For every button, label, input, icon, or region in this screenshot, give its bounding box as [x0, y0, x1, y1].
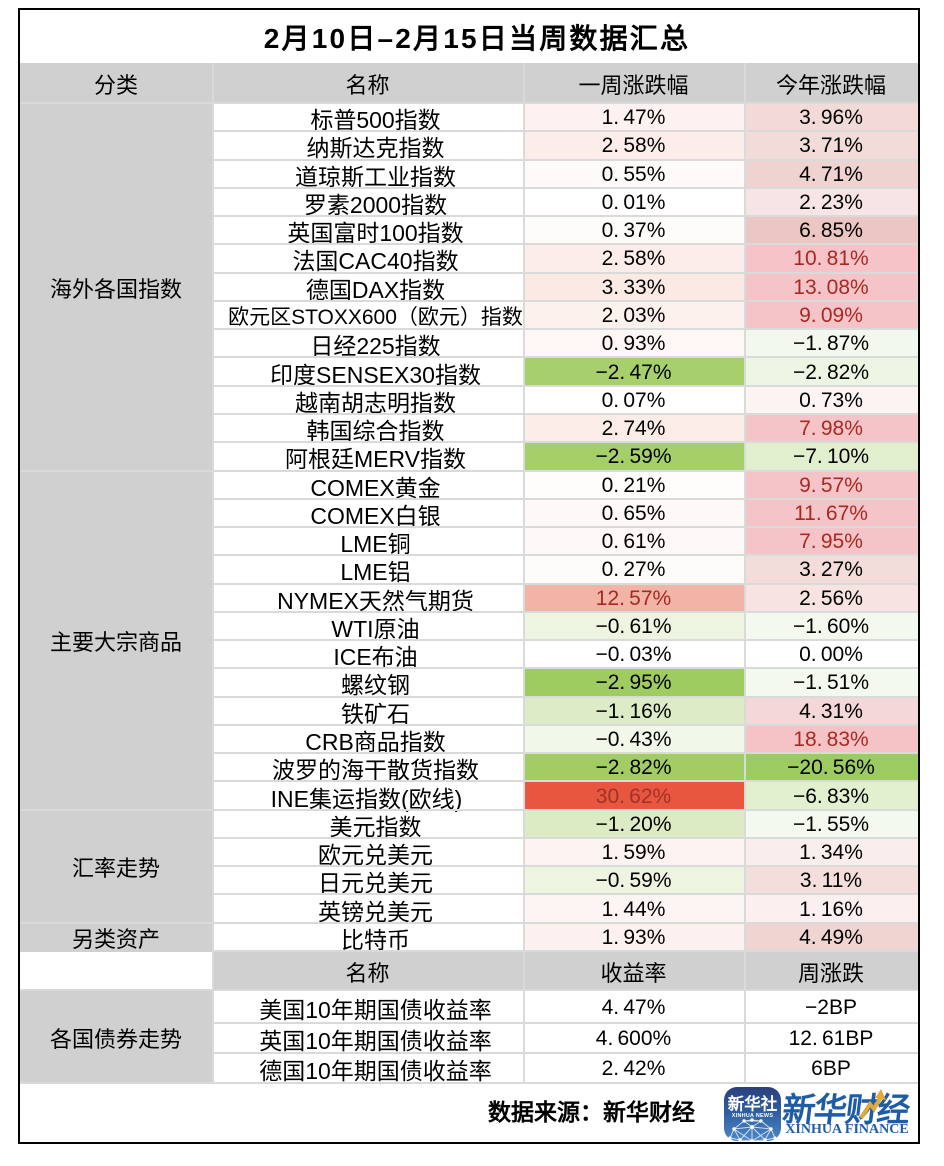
svg-text:XINHUA NEWS: XINHUA NEWS [732, 1113, 774, 1119]
svg-text:新华社: 新华社 [728, 1094, 778, 1114]
